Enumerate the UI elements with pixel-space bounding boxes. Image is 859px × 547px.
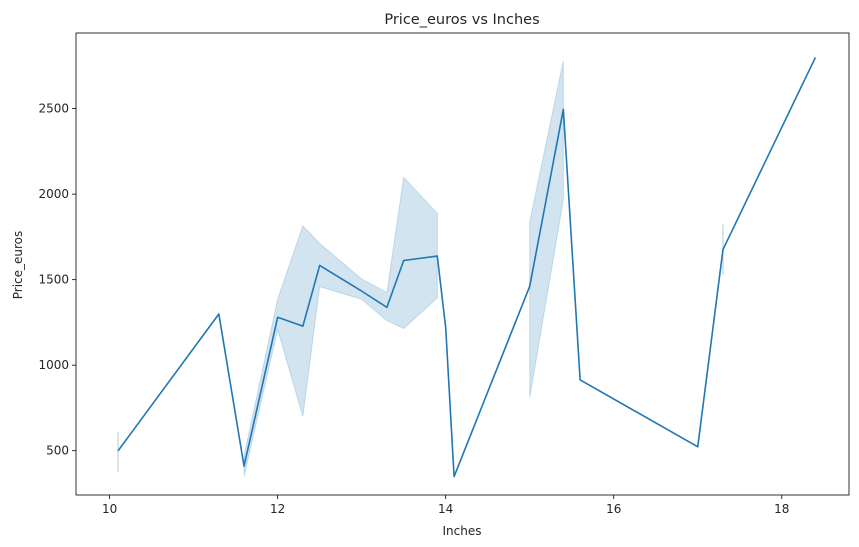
x-tick-label: 10 [102, 502, 117, 516]
ci-band [243, 176, 438, 477]
y-axis-label: Price_euros [11, 231, 25, 300]
x-tick-label: 12 [270, 502, 285, 516]
y-tick-label: 1000 [38, 358, 69, 372]
ci-band [529, 60, 564, 398]
y-tick-label: 2500 [38, 102, 69, 116]
x-tick-label: 18 [774, 502, 789, 516]
x-tick-label: 14 [438, 502, 453, 516]
y-tick-label: 500 [46, 444, 69, 458]
chart-title: Price_euros vs Inches [384, 12, 539, 28]
y-tick-label: 1500 [38, 273, 69, 287]
x-tick-label: 16 [606, 502, 621, 516]
y-axis: 500 1000 1500 2000 2500 [38, 102, 76, 458]
x-axis-label: Inches [443, 524, 482, 538]
y-tick-label: 2000 [38, 187, 69, 201]
plot-area-frame [75, 32, 850, 496]
series-line [117, 57, 817, 478]
ci-band-layer [117, 60, 724, 477]
x-axis: 10 12 14 16 18 [102, 495, 789, 516]
series-line-layer [117, 57, 817, 478]
